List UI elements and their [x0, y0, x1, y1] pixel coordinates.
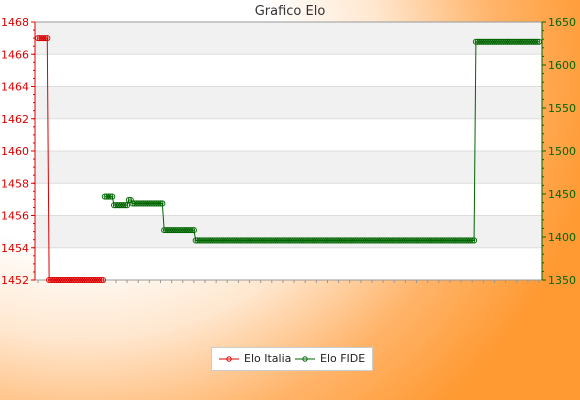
- grid-band: [35, 22, 542, 55]
- data-point: [42, 35, 49, 42]
- series-line: [104, 41, 539, 241]
- axes: 1452 1454 1456 1458 1460 1462 1464 1466 1468 1350…: [1, 16, 576, 287]
- data-point: [155, 200, 162, 207]
- data-point: [107, 193, 114, 200]
- right-tick-label: 1550: [548, 102, 576, 115]
- left-tick-label: 1466: [1, 48, 29, 61]
- data-point: [534, 38, 541, 45]
- legend-swatch-elo-fide: [295, 356, 315, 362]
- data-point: [157, 200, 164, 207]
- legend-label-elo-fide: Elo FIDE: [320, 352, 366, 365]
- left-tick-label: 1464: [1, 81, 29, 94]
- grid-band: [35, 86, 542, 119]
- data-point: [44, 35, 51, 42]
- grid-band: [35, 118, 542, 151]
- data-point: [127, 196, 134, 204]
- series-elo-italia: [34, 35, 106, 284]
- right-tick-label: 1400: [548, 231, 576, 244]
- grid-band: [35, 247, 542, 280]
- data-point: [96, 276, 103, 284]
- data-point: [535, 38, 543, 45]
- data-point: [159, 200, 166, 207]
- left-tick-label: 1452: [1, 274, 29, 287]
- data-point: [99, 276, 106, 284]
- left-tick-label: 1458: [1, 177, 29, 190]
- left-tick-label: 1468: [1, 16, 29, 29]
- data-point: [120, 202, 127, 209]
- data-point: [105, 193, 112, 200]
- data-point: [469, 237, 476, 244]
- left-tick-label: 1460: [1, 145, 29, 158]
- chart-title: Grafico Elo: [254, 4, 326, 19]
- left-tick-label: 1454: [1, 242, 29, 255]
- right-tick-label: 1600: [548, 59, 576, 72]
- data-point: [98, 276, 105, 284]
- left-tick-label: 1456: [1, 210, 29, 223]
- data-point: [109, 193, 116, 200]
- right-tick-label: 1450: [548, 188, 576, 201]
- series-elo-fide: [101, 38, 543, 244]
- grid-band: [35, 54, 542, 87]
- left-tick-label: 1462: [1, 113, 29, 126]
- data-point: [122, 202, 129, 209]
- data-point: [187, 227, 194, 234]
- grid-band: [35, 151, 542, 184]
- data-point: [40, 35, 47, 42]
- grid-band: [35, 183, 542, 216]
- right-tick-label: 1350: [548, 274, 576, 287]
- legend: Elo Italia Elo FIDE: [211, 347, 373, 371]
- data-point: [471, 237, 478, 244]
- data-point: [190, 227, 197, 234]
- right-tick-label: 1650: [548, 16, 576, 29]
- data-point: [532, 38, 539, 45]
- data-point: [467, 237, 474, 244]
- data-point: [124, 202, 131, 209]
- legend-label-elo-italia: Elo Italia: [244, 352, 292, 365]
- plot-area: [34, 35, 543, 284]
- right-tick-label: 1500: [548, 145, 576, 158]
- data-point: [188, 227, 196, 234]
- data-point: [125, 196, 132, 204]
- legend-swatch-elo-italia: [219, 356, 239, 362]
